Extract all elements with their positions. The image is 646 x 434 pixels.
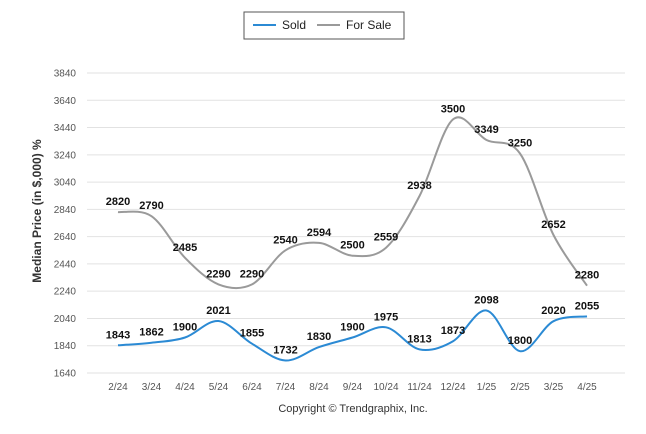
y-tick-label: 1640 xyxy=(54,369,77,380)
data-label-sold: 2055 xyxy=(575,300,599,312)
data-label-for-sale: 2540 xyxy=(273,234,297,246)
data-label-for-sale: 3500 xyxy=(441,103,465,115)
data-label-for-sale: 2485 xyxy=(173,242,197,254)
data-label-for-sale: 2290 xyxy=(240,268,264,280)
y-tick-label: 3840 xyxy=(54,69,77,80)
data-label-sold: 2020 xyxy=(541,305,565,317)
data-label-sold: 2098 xyxy=(474,295,498,307)
x-tick-label: 2/24 xyxy=(108,382,128,393)
x-tick-label: 6/24 xyxy=(242,382,262,393)
data-label-sold: 1732 xyxy=(273,344,297,356)
y-tick-label: 3640 xyxy=(54,96,77,107)
data-label-for-sale: 2594 xyxy=(307,227,332,239)
data-label-for-sale: 3250 xyxy=(508,137,532,149)
data-label-for-sale: 2652 xyxy=(541,219,565,231)
data-label-sold: 1862 xyxy=(139,327,163,339)
x-tick-label: 9/24 xyxy=(343,382,363,393)
x-tick-label: 2/25 xyxy=(510,382,530,393)
x-axis-ticks: 2/24 3/24 4/24 5/24 6/24 7/24 8/24 9/24 10/24 11/… xyxy=(108,382,597,393)
data-label-sold: 1975 xyxy=(374,311,398,323)
data-label-sold: 1873 xyxy=(441,325,465,337)
y-tick-label: 2440 xyxy=(54,259,77,270)
y-tick-label: 3440 xyxy=(54,123,77,134)
data-label-sold: 1800 xyxy=(508,335,532,347)
y-axis-ticks: 1640 1840 2040 2240 2440 2640 2840 3040 3240 3440… xyxy=(54,69,77,380)
data-label-sold: 1900 xyxy=(340,322,364,334)
series-lines xyxy=(117,116,588,362)
data-label-sold: 1843 xyxy=(106,329,130,341)
series-line-sold xyxy=(117,309,588,362)
legend-label-sold[interactable]: Sold xyxy=(282,18,306,32)
x-tick-label: 8/24 xyxy=(309,382,329,393)
data-label-for-sale: 2290 xyxy=(206,268,230,280)
x-tick-label: 7/24 xyxy=(276,382,296,393)
x-tick-label: 3/25 xyxy=(544,382,564,393)
y-tick-label: 2040 xyxy=(54,314,77,325)
data-label-for-sale: 2790 xyxy=(139,200,163,212)
x-tick-label: 3/24 xyxy=(142,382,162,393)
grid-lines xyxy=(87,72,625,374)
x-tick-label: 4/25 xyxy=(577,382,597,393)
data-label-sold: 2021 xyxy=(206,305,230,317)
data-label-sold: 1855 xyxy=(240,328,264,340)
data-label-for-sale: 2820 xyxy=(106,196,130,208)
y-tick-label: 2640 xyxy=(54,232,77,243)
y-tick-label: 3240 xyxy=(54,150,77,161)
data-label-for-sale: 2559 xyxy=(374,232,398,244)
data-label-for-sale: 2280 xyxy=(575,270,599,282)
legend[interactable]: Sold For Sale xyxy=(243,11,405,40)
x-tick-label: 5/24 xyxy=(209,382,229,393)
data-label-sold: 1813 xyxy=(407,333,431,345)
y-tick-label: 2240 xyxy=(54,287,77,298)
data-label-for-sale: 3349 xyxy=(474,124,498,136)
legend-label-for-sale[interactable]: For Sale xyxy=(346,18,392,32)
y-tick-label: 2840 xyxy=(54,205,77,216)
data-labels: 1843 1862 1900 2021 1855 1732 1830 1900 1975 1813… xyxy=(106,103,599,356)
data-label-for-sale: 2500 xyxy=(340,240,364,252)
x-tick-label: 11/24 xyxy=(407,382,432,393)
y-axis-label: Median Price (in $,000) % xyxy=(30,139,44,283)
data-label-sold: 1830 xyxy=(307,331,331,343)
x-tick-label: 12/24 xyxy=(440,382,465,393)
y-tick-label: 3040 xyxy=(54,178,77,189)
data-label-for-sale: 2938 xyxy=(407,180,431,192)
x-tick-label: 10/24 xyxy=(373,382,398,393)
series-line-for-sale xyxy=(117,116,588,290)
data-label-sold: 1900 xyxy=(173,322,197,334)
x-tick-label: 4/24 xyxy=(175,382,195,393)
y-tick-label: 1840 xyxy=(54,341,77,352)
copyright-footer: Copyright © Trendgraphix, Inc. xyxy=(278,403,427,415)
x-tick-label: 1/25 xyxy=(477,382,497,393)
